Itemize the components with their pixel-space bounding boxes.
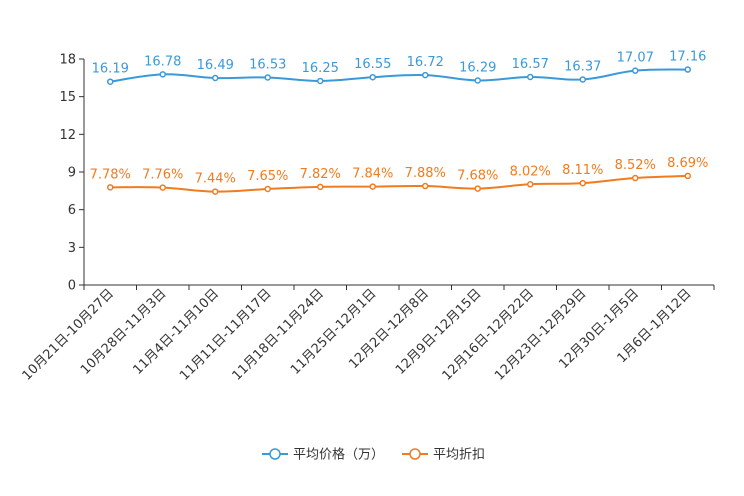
- data-point: [632, 174, 639, 182]
- data-label: 16.78: [144, 54, 181, 69]
- data-point: [212, 188, 219, 195]
- data-point: [369, 73, 376, 81]
- data-point: [474, 185, 481, 192]
- data-label: 8.02%: [510, 164, 551, 179]
- data-label: 7.76%: [142, 168, 183, 183]
- y-tick-label: 9: [68, 166, 76, 181]
- data-label: 7.88%: [405, 166, 446, 181]
- series-line-2: [110, 174, 688, 193]
- data-label: 16.55: [354, 57, 391, 72]
- data-point: [684, 172, 691, 180]
- y-tick-label: 12: [59, 128, 76, 143]
- data-point: [527, 181, 534, 188]
- legend-marker: [409, 448, 421, 460]
- data-label: 7.44%: [195, 172, 236, 187]
- data-label: 17.16: [669, 50, 706, 65]
- data-label: 16.25: [302, 61, 339, 76]
- data-point: [107, 184, 114, 191]
- data-point: [579, 179, 586, 187]
- data-point: [422, 182, 429, 190]
- legend-label: 平均折扣: [433, 448, 485, 463]
- series-line-1: [110, 68, 688, 83]
- data-label: 7.84%: [352, 167, 393, 182]
- y-tick-label: 3: [68, 241, 76, 256]
- data-label: 7.78%: [90, 167, 131, 182]
- data-label: 16.53: [249, 57, 286, 72]
- x-tick-label: 11月11日-11月17日: [177, 286, 274, 383]
- data-point: [159, 71, 166, 78]
- data-label: 16.37: [564, 59, 601, 74]
- data-point: [632, 67, 639, 74]
- legend-label: 平均价格（万）: [293, 447, 384, 463]
- data-label: 16.19: [92, 62, 129, 77]
- data-label: 16.57: [512, 57, 549, 72]
- data-point: [422, 71, 429, 79]
- legend-marker: [269, 448, 281, 460]
- data-point: [317, 183, 324, 191]
- data-point: [579, 76, 586, 83]
- data-point: [212, 74, 219, 82]
- data-point: [317, 77, 324, 85]
- data-point: [264, 74, 271, 81]
- data-label: 7.82%: [300, 167, 341, 182]
- x-tick-label: 10月21日-10月27日: [20, 286, 117, 383]
- data-label: 16.72: [407, 55, 444, 70]
- data-point: [474, 77, 481, 84]
- x-tick-label: 11月18日-11月24日: [230, 286, 327, 383]
- data-label: 8.52%: [615, 158, 656, 173]
- data-point: [107, 78, 114, 85]
- y-tick-label: 6: [68, 203, 76, 218]
- data-label: 8.69%: [667, 156, 708, 171]
- data-point: [369, 183, 376, 190]
- data-label: 7.65%: [247, 169, 288, 184]
- data-point: [159, 184, 166, 191]
- y-tick-label: 18: [59, 53, 76, 68]
- data-point: [264, 185, 271, 193]
- x-tick-label: 12月16日-12月22日: [440, 286, 537, 383]
- data-label: 8.11%: [562, 163, 603, 178]
- y-tick-label: 15: [59, 90, 76, 105]
- data-point: [527, 73, 534, 81]
- data-point: [684, 66, 691, 73]
- data-label: 7.68%: [457, 169, 498, 184]
- data-label: 16.29: [459, 60, 496, 75]
- y-tick-label: 0: [68, 279, 76, 294]
- data-label: 17.07: [617, 51, 654, 66]
- data-label: 16.49: [197, 58, 234, 73]
- x-tick-label: 12月23日-12月29日: [492, 286, 589, 383]
